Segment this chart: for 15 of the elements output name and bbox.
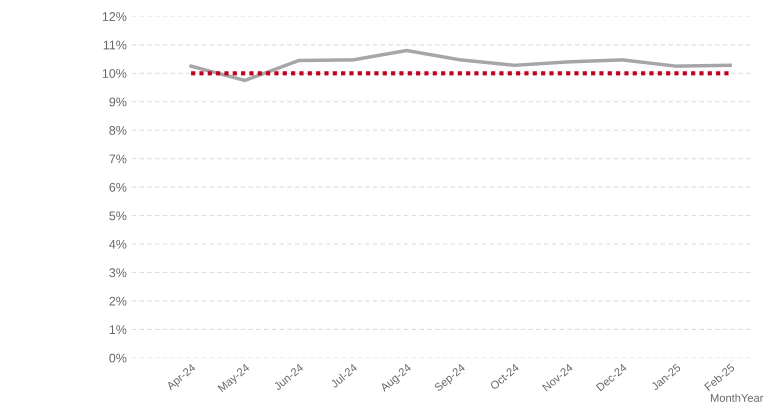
y-tick-label: 10% bbox=[102, 69, 126, 78]
y-tick-label: 3% bbox=[109, 268, 126, 278]
y-tick-label: 6% bbox=[109, 182, 126, 192]
y-tick-label: 11% bbox=[104, 40, 126, 50]
y-tick-label: 7% bbox=[109, 154, 126, 164]
y-tick-label: 5% bbox=[109, 211, 126, 220]
y-tick-label: 1% bbox=[110, 325, 126, 334]
y-tick-label: 4% bbox=[109, 240, 126, 249]
y-tick-label: 12% bbox=[102, 12, 126, 21]
line-series bbox=[189, 48, 732, 82]
x-axis-title: MonthYear bbox=[710, 394, 764, 402]
y-tick-label: 2% bbox=[109, 296, 126, 306]
y-tick-label: 8% bbox=[109, 126, 126, 135]
y-tick-label: 0% bbox=[109, 354, 126, 363]
y-tick-label: 9% bbox=[109, 98, 126, 106]
